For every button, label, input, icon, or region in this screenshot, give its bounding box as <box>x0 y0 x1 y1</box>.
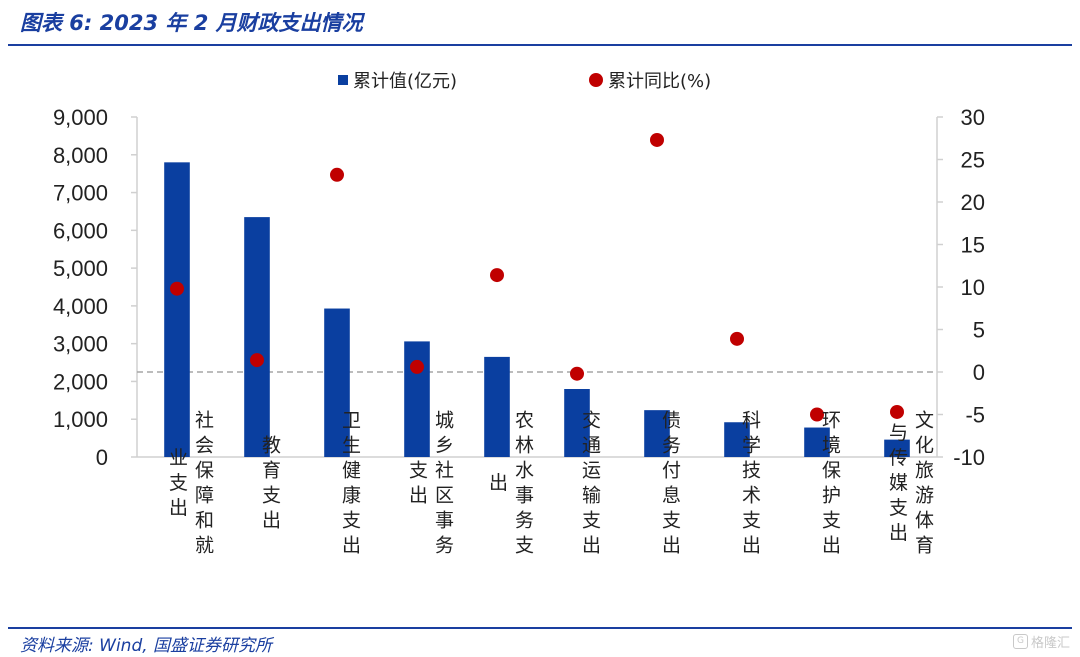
category-label: 与传媒支出 <box>886 422 908 547</box>
category-label: 支出 <box>406 460 428 510</box>
category-label: 教育支出 <box>259 435 281 535</box>
watermark-text: 格隆汇 <box>1030 636 1070 651</box>
left-tick-label: 2,000 <box>53 369 108 394</box>
left-tick-label: 3,000 <box>53 332 108 357</box>
legend-dot-label: 累计同比(%) <box>608 71 711 92</box>
bar <box>244 217 270 457</box>
bar <box>804 427 830 457</box>
bar <box>564 389 590 457</box>
legend-bar-label: 累计值(亿元) <box>353 71 457 92</box>
category-label: 科学技术支出 <box>739 410 761 560</box>
category-label: 城乡社区事务 <box>432 410 454 560</box>
bar <box>884 439 910 457</box>
dot-point <box>330 167 344 182</box>
bar <box>484 356 510 457</box>
category-label: 农林水事务支 <box>512 410 534 560</box>
left-tick-label: 1,000 <box>53 407 108 432</box>
dot-point <box>810 407 824 422</box>
dot-point <box>890 404 904 419</box>
dot-point <box>730 331 744 346</box>
right-tick-label: 0 <box>973 360 985 385</box>
category-label: 环境保护支出 <box>819 410 841 560</box>
source-note: 资料来源: Wind, 国盛证券研究所 <box>20 636 273 656</box>
left-tick-label: 7,000 <box>53 181 108 206</box>
right-tick-label: 10 <box>961 275 985 300</box>
category-label: 交通运输支出 <box>579 410 601 560</box>
dot-point <box>410 359 424 374</box>
left-tick-label: 0 <box>96 445 108 470</box>
bar <box>324 308 350 457</box>
legend-dot-swatch <box>589 73 603 87</box>
bar <box>164 162 190 458</box>
source-rule <box>8 627 1072 629</box>
category-label: 出 <box>486 472 508 497</box>
figure-title: 图表 6: 2023 年 2 月财政支出情况 <box>20 11 363 35</box>
left-tick-label: 9,000 <box>53 105 108 130</box>
left-tick-label: 6,000 <box>53 218 108 243</box>
dot-point <box>250 353 264 368</box>
dot-point <box>570 366 584 381</box>
right-tick-label: 30 <box>961 105 985 130</box>
plot-area: 0 1,000 2,000 3,000 4,000 5,000 6,000 7,000 8,00… <box>53 105 985 560</box>
dot-point <box>490 268 504 283</box>
right-tick-label: -5 <box>965 403 985 428</box>
dot-point <box>650 132 664 147</box>
chart: 累计值(亿元) 累计同比(%) 0 1,000 2,000 3,000 4,000 5,0… <box>53 71 985 560</box>
category-label: 社会保障和就 <box>192 410 214 560</box>
right-tick-label: 15 <box>961 233 985 258</box>
right-tick-label: -10 <box>953 445 985 470</box>
title-bar: 图表 6: 2023 年 2 月财政支出情况 <box>0 0 1080 46</box>
watermark-logo-icon: G <box>1012 634 1028 649</box>
category-label: 文化旅游体育 <box>912 410 934 560</box>
legend: 累计值(亿元) 累计同比(%) <box>338 71 711 92</box>
right-tick-label: 25 <box>961 148 985 173</box>
watermark: G 格隆汇 <box>1012 632 1070 651</box>
bar <box>404 341 430 457</box>
bar <box>644 410 670 457</box>
right-tick-label: 20 <box>961 190 985 215</box>
left-tick-label: 4,000 <box>53 294 108 319</box>
category-label: 业支出 <box>166 447 188 522</box>
dot-point <box>170 281 184 296</box>
right-tick-label: 5 <box>973 318 985 343</box>
left-tick-label: 8,000 <box>53 143 108 168</box>
left-tick-label: 5,000 <box>53 256 108 281</box>
title-rule <box>8 44 1072 46</box>
category-label: 卫生健康支出 <box>339 410 361 560</box>
category-label: 债务付息支出 <box>659 410 681 560</box>
bar <box>724 422 750 457</box>
legend-bar-swatch <box>338 75 348 85</box>
